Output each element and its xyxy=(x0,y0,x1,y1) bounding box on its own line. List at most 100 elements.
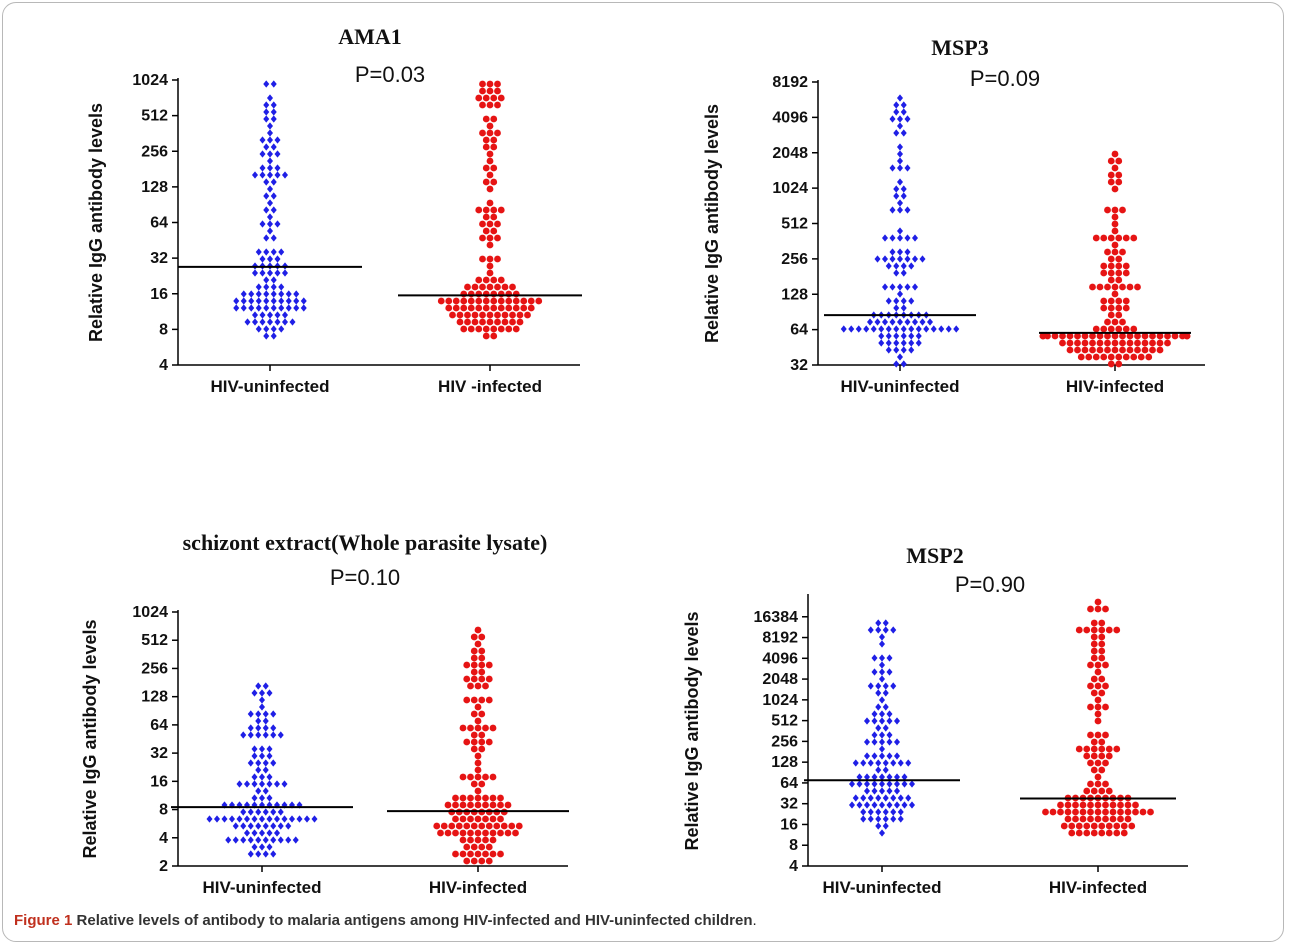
data-point-uninfected xyxy=(900,192,907,200)
data-point-infected xyxy=(1107,234,1115,242)
data-point-uninfected xyxy=(240,808,247,816)
data-point-uninfected xyxy=(886,752,893,760)
data-point-infected xyxy=(497,801,504,809)
data-point-uninfected xyxy=(904,318,911,326)
data-point-infected xyxy=(1090,829,1098,837)
data-point-uninfected xyxy=(263,80,270,88)
data-point-infected xyxy=(1119,332,1126,340)
data-point-infected xyxy=(501,311,509,319)
data-point-uninfected xyxy=(905,794,912,802)
data-point-uninfected xyxy=(251,689,258,697)
data-point-infected xyxy=(1115,269,1123,277)
data-point-infected xyxy=(1090,619,1098,627)
data-point-uninfected xyxy=(267,157,273,165)
data-point-infected xyxy=(497,794,504,802)
data-point-infected xyxy=(1094,801,1102,809)
data-point-infected xyxy=(1183,332,1191,340)
data-point-uninfected xyxy=(890,759,897,767)
data-point-infected xyxy=(486,87,494,95)
data-point-infected xyxy=(1051,332,1059,340)
data-point-uninfected xyxy=(259,269,266,277)
data-point-uninfected xyxy=(259,794,265,802)
data-point-uninfected xyxy=(236,815,243,823)
data-point-infected xyxy=(504,829,512,837)
data-point-uninfected xyxy=(890,794,897,802)
data-point-uninfected xyxy=(905,759,912,767)
data-point-uninfected xyxy=(927,318,933,326)
data-point-infected xyxy=(482,794,489,802)
y-tick-label: 128 xyxy=(141,689,168,706)
data-point-infected xyxy=(467,829,474,837)
data-point-uninfected xyxy=(282,269,288,277)
data-point-infected xyxy=(470,731,478,739)
y-tick-label: 256 xyxy=(771,733,798,750)
data-point-uninfected xyxy=(259,164,266,172)
data-point-uninfected xyxy=(915,332,922,340)
data-point-infected xyxy=(1128,822,1136,830)
data-point-infected xyxy=(1064,815,1072,823)
data-point-uninfected xyxy=(251,794,258,802)
data-point-infected xyxy=(482,682,489,690)
data-point-infected xyxy=(1083,626,1091,634)
data-point-uninfected xyxy=(893,262,900,270)
data-point-uninfected xyxy=(885,262,892,270)
data-point-infected xyxy=(1094,668,1102,676)
data-point-infected xyxy=(467,297,475,305)
data-point-uninfected xyxy=(270,808,277,816)
data-point-infected xyxy=(482,276,490,284)
data-point-uninfected xyxy=(938,325,945,333)
data-point-uninfected xyxy=(247,822,254,830)
data-point-infected xyxy=(1104,346,1111,354)
data-point-uninfected xyxy=(900,101,907,109)
data-point-infected xyxy=(1126,346,1134,354)
data-point-infected xyxy=(1094,661,1102,669)
data-point-infected xyxy=(1083,752,1091,760)
caption-text: Relative levels of antibody to malaria a… xyxy=(76,912,753,929)
data-point-uninfected xyxy=(240,731,247,739)
data-point-infected xyxy=(470,633,478,641)
data-point-uninfected xyxy=(904,248,911,256)
data-point-infected xyxy=(1149,346,1156,354)
y-tick-label: 32 xyxy=(150,745,168,762)
data-point-uninfected xyxy=(882,815,889,823)
data-point-uninfected xyxy=(274,255,281,263)
data-point-uninfected xyxy=(879,738,885,746)
data-point-infected xyxy=(1098,752,1106,760)
data-point-infected xyxy=(464,311,471,319)
data-point-uninfected xyxy=(897,199,903,207)
data-point-infected xyxy=(459,801,467,809)
data-point-infected xyxy=(464,283,471,291)
data-point-infected xyxy=(1096,346,1104,354)
data-point-infected xyxy=(479,234,486,242)
data-point-infected xyxy=(1102,815,1109,823)
data-point-uninfected xyxy=(259,150,266,158)
data-point-uninfected xyxy=(871,752,878,760)
y-tick-label: 2048 xyxy=(762,671,798,688)
data-point-uninfected xyxy=(259,220,266,228)
data-point-uninfected xyxy=(266,689,273,697)
data-point-infected xyxy=(486,101,494,109)
data-point-uninfected xyxy=(897,808,904,816)
data-point-uninfected xyxy=(251,752,258,760)
data-point-uninfected xyxy=(897,206,903,214)
data-point-infected xyxy=(464,318,471,326)
data-point-uninfected xyxy=(267,150,273,158)
data-point-uninfected xyxy=(252,269,258,277)
data-point-infected xyxy=(475,325,483,333)
data-point-infected xyxy=(1092,234,1100,242)
data-point-infected xyxy=(478,822,486,830)
data-point-infected xyxy=(482,178,490,186)
data-point-infected xyxy=(459,773,467,781)
data-point-infected xyxy=(501,283,509,291)
data-point-uninfected xyxy=(255,297,262,305)
data-point-infected xyxy=(482,815,489,823)
data-point-uninfected xyxy=(849,780,855,788)
data-point-uninfected xyxy=(882,766,889,774)
data-point-infected xyxy=(1149,332,1156,340)
data-point-uninfected xyxy=(875,703,882,711)
data-point-infected xyxy=(474,752,482,760)
data-point-uninfected xyxy=(879,675,885,683)
data-point-uninfected xyxy=(270,101,277,109)
data-point-infected xyxy=(478,661,486,669)
data-point-infected xyxy=(497,276,505,284)
